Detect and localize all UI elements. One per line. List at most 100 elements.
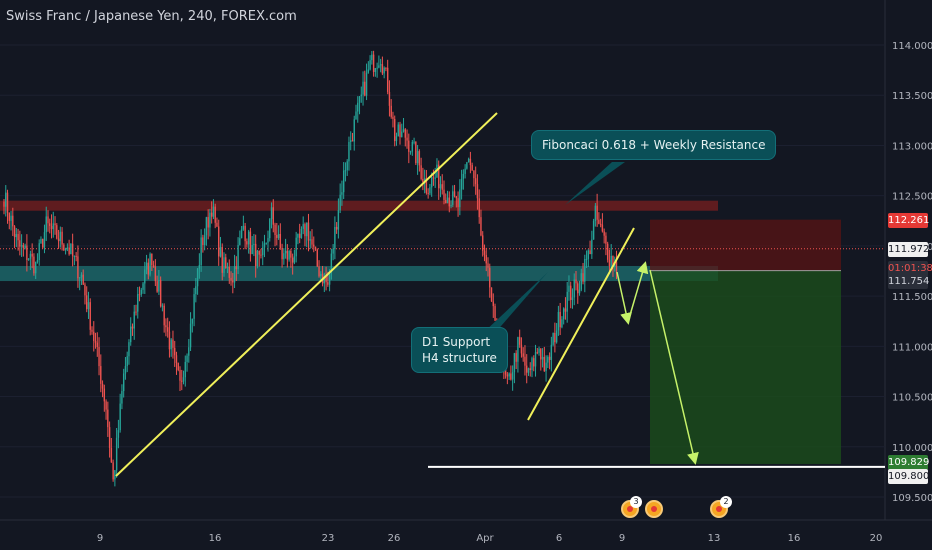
candle-body — [166, 327, 169, 332]
candle-body — [64, 248, 67, 251]
candle-body — [78, 277, 81, 279]
candle-body — [430, 177, 433, 188]
candle-body — [478, 198, 480, 218]
candle-body — [130, 326, 132, 343]
candle-body — [84, 284, 86, 296]
candle-body — [538, 348, 540, 353]
candle-body — [177, 362, 179, 370]
candle-body — [598, 219, 600, 224]
candle-body — [357, 102, 359, 112]
candle-body — [154, 266, 157, 282]
candle-body — [351, 140, 354, 142]
candle-body — [429, 187, 431, 194]
candle-body — [13, 226, 16, 238]
candle-body — [203, 235, 206, 246]
uptrend-line — [115, 112, 498, 477]
candle-body — [562, 308, 565, 320]
y-tick-label: 110.000 — [892, 443, 932, 454]
candle-body — [385, 67, 387, 69]
candle-body — [265, 242, 267, 244]
candle-body — [594, 205, 597, 222]
candle-body — [582, 273, 584, 282]
event-count-badge: 2 — [720, 496, 732, 508]
x-tick-label: 9 — [97, 533, 103, 544]
candle-body — [283, 253, 285, 260]
candle-body — [193, 294, 195, 319]
candle-body — [552, 332, 554, 345]
x-tick-label: 16 — [209, 533, 222, 544]
candle-body — [135, 311, 137, 313]
candle-body — [346, 161, 348, 171]
candle-body — [510, 373, 512, 380]
candle-body — [54, 223, 56, 226]
candle-body — [360, 94, 362, 97]
candle-body — [591, 239, 593, 255]
candle-body — [249, 231, 252, 255]
candle-body — [378, 65, 380, 68]
candle-body — [82, 274, 84, 285]
event-marker-icon[interactable] — [645, 500, 663, 518]
candle-body — [453, 191, 456, 197]
candle-body — [466, 162, 468, 169]
candle-body — [182, 377, 185, 382]
candle-body — [550, 344, 553, 360]
candle-body — [476, 184, 479, 199]
candle-body — [161, 305, 164, 307]
candle-body — [339, 194, 341, 211]
candle-body — [22, 245, 25, 248]
candle-body — [77, 256, 79, 279]
candle-body — [304, 224, 306, 237]
candle-body — [253, 243, 255, 246]
candle-body — [383, 67, 385, 74]
candle-body — [239, 238, 241, 245]
candle-body — [86, 295, 88, 310]
candle-body — [112, 462, 114, 480]
candle-body — [515, 353, 517, 362]
candle-body — [318, 266, 320, 277]
candle-body — [494, 306, 496, 321]
candle-body — [149, 253, 151, 275]
candle-body — [441, 184, 443, 190]
y-tick-label: 113.000 — [892, 141, 932, 152]
candle-body — [362, 81, 364, 95]
candle-body — [511, 372, 514, 380]
candle-body — [286, 250, 289, 260]
candle-body — [610, 255, 612, 266]
support-annotation: D1 Support H4 structure — [411, 327, 508, 373]
candle-body — [297, 233, 299, 238]
x-tick-label: 26 — [388, 533, 401, 544]
candle-body — [232, 280, 234, 283]
candle-body — [189, 323, 192, 348]
projection-arrow — [627, 261, 649, 323]
candle-body — [126, 356, 128, 367]
x-tick-label: Apr — [476, 533, 494, 544]
candle-body — [31, 253, 33, 257]
candle-body — [490, 287, 493, 302]
candle-body — [487, 263, 489, 268]
x-tick-label: 9 — [619, 533, 625, 544]
candle-body — [399, 124, 401, 138]
candle-body — [452, 191, 454, 205]
candle-body — [198, 265, 201, 269]
candle-body — [277, 233, 280, 238]
candle-body — [522, 353, 524, 357]
candle-body — [561, 319, 563, 328]
fib-annotation: Fiboncaci 0.618 + Weekly Resistance — [531, 130, 777, 160]
candle-body — [392, 116, 394, 119]
candle-body — [300, 228, 303, 238]
candle-body — [93, 331, 95, 341]
candle-body — [103, 388, 106, 402]
candle-body — [379, 64, 382, 66]
candle-body — [584, 259, 586, 282]
candle-body — [121, 391, 123, 404]
candle-body — [313, 244, 315, 247]
candle-body — [122, 373, 125, 392]
candle-body — [42, 239, 44, 248]
y-tick-label: 109.500 — [892, 493, 932, 504]
candle-body — [415, 141, 417, 164]
candle-body — [446, 197, 449, 204]
candle-body — [138, 294, 141, 296]
candle-body — [8, 212, 10, 221]
